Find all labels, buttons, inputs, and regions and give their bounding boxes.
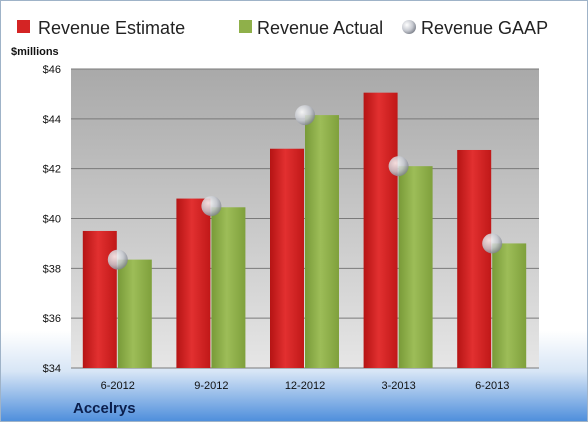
marker-revenue-gaap	[295, 105, 315, 126]
bar-revenue-estimate	[363, 92, 398, 368]
bars	[82, 92, 527, 369]
y-tick-label: $36	[43, 313, 61, 325]
y-tick-labels: $34 $36 $38 $40 $42 $44 $46	[43, 64, 61, 375]
bar-revenue-estimate	[82, 230, 117, 368]
y-tick-label: $44	[43, 114, 61, 126]
legend-label-actual: Revenue Actual	[257, 18, 383, 38]
x-tick-labels: 6-2012 9-2012 12-2012 3-2013 6-2013	[101, 380, 510, 392]
legend: Revenue Estimate Revenue Actual Revenue …	[17, 18, 548, 38]
y-axis-label: $millions	[11, 46, 59, 58]
bar-revenue-actual	[492, 243, 527, 368]
marker-revenue-gaap	[107, 249, 128, 270]
y-tick-label: $46	[43, 64, 61, 76]
company-name: Accelrys	[73, 400, 136, 417]
marker-revenue-gaap	[201, 196, 222, 217]
bar-revenue-actual	[211, 207, 246, 368]
bar-revenue-estimate	[176, 198, 211, 368]
bar-revenue-actual	[398, 166, 433, 368]
bar-revenue-estimate	[270, 148, 304, 368]
bar-revenue-actual	[117, 259, 152, 368]
y-tick-label: $40	[43, 214, 61, 226]
gaap-markers	[107, 105, 503, 270]
legend-label-estimate: Revenue Estimate	[38, 18, 185, 38]
y-tick-label: $38	[43, 263, 61, 275]
legend-swatch-estimate	[17, 20, 30, 33]
x-tick-label: 9-2012	[194, 380, 228, 392]
legend-label-gaap: Revenue GAAP	[421, 18, 548, 38]
x-tick-label: 3-2013	[381, 380, 415, 392]
bar-revenue-actual	[305, 115, 339, 369]
bar-revenue-estimate	[457, 149, 492, 368]
x-tick-label: 6-2012	[101, 380, 135, 392]
marker-revenue-gaap	[388, 156, 409, 177]
x-tick-label: 12-2012	[285, 380, 325, 392]
marker-revenue-gaap	[482, 233, 503, 254]
legend-swatch-actual	[239, 20, 252, 33]
legend-swatch-gaap	[402, 20, 416, 34]
y-tick-label: $34	[43, 363, 61, 375]
x-tick-label: 6-2013	[475, 380, 509, 392]
y-tick-label: $42	[43, 164, 61, 176]
